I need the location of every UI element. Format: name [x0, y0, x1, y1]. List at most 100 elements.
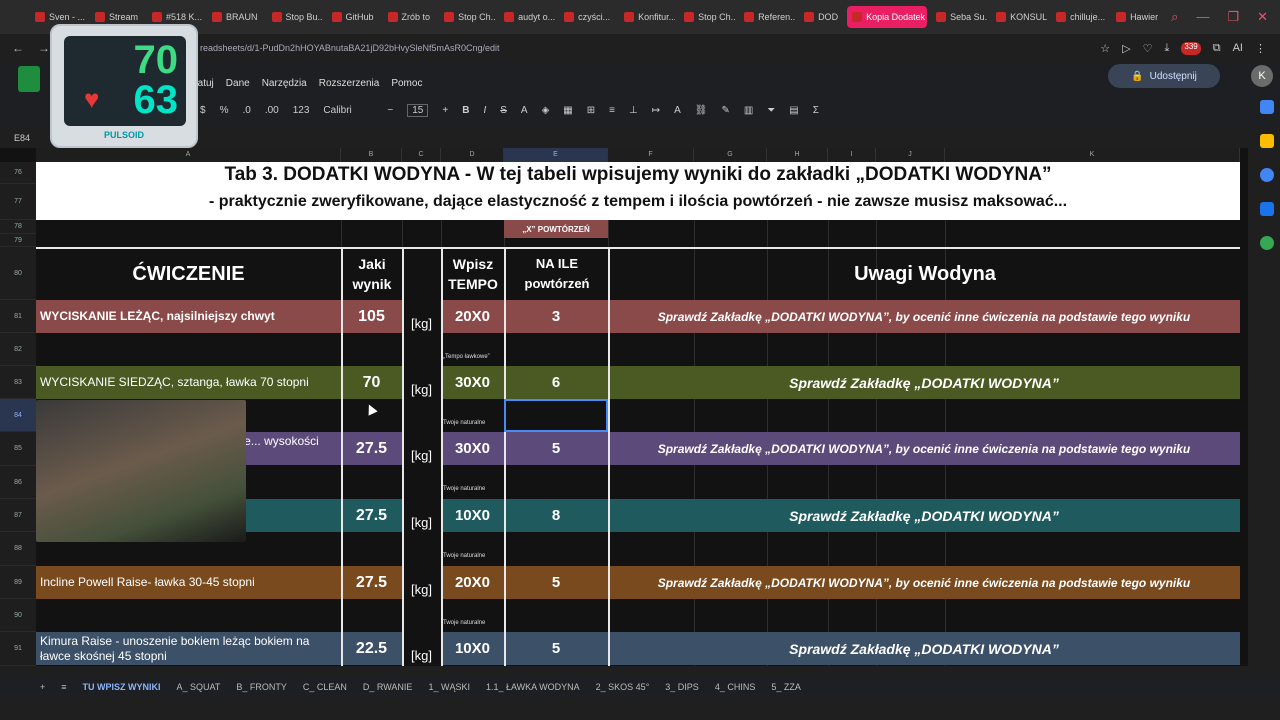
- column-header[interactable]: J: [876, 148, 945, 162]
- note-cell[interactable]: Sprawdź Zakładkę „DODATKI WODYNA”, by oc…: [608, 566, 1240, 599]
- bookmark-icon[interactable]: ☆: [1100, 42, 1111, 55]
- sheet-tab[interactable]: 5_ ZZA: [771, 682, 801, 692]
- unit-cell[interactable]: [kg]: [411, 582, 432, 597]
- column-header[interactable]: H: [767, 148, 828, 162]
- row-number[interactable]: 79: [0, 234, 36, 247]
- column-header[interactable]: C: [402, 148, 441, 162]
- note-cell[interactable]: Sprawdź Zakładkę „DODATKI WODYNA”, by oc…: [608, 432, 1240, 465]
- column-header[interactable]: A: [36, 148, 341, 162]
- chart-icon[interactable]: ▥: [743, 105, 754, 116]
- row-number[interactable]: 83: [0, 366, 36, 399]
- link-icon[interactable]: ⛓: [694, 105, 708, 116]
- tempo-cell[interactable]: 30X0: [441, 366, 504, 399]
- row-number[interactable]: 90: [0, 599, 36, 632]
- exercise-cell[interactable]: Kimura Raise - unoszenie bokiem leżąc bo…: [36, 632, 341, 665]
- all-sheets-icon[interactable]: ≡: [61, 682, 67, 692]
- browser-tab[interactable]: Hawier: [1111, 6, 1163, 28]
- menu-item[interactable]: Dane: [225, 78, 250, 89]
- rotate-icon[interactable]: A: [674, 105, 681, 116]
- borders-icon[interactable]: ▦: [563, 105, 573, 116]
- row-number[interactable]: 81: [0, 300, 36, 333]
- minimize-icon[interactable]: —: [1196, 9, 1210, 24]
- reps-cell[interactable]: 8: [504, 499, 608, 532]
- tempo-cell[interactable]: 20X0: [441, 566, 504, 599]
- font-size-decrease[interactable]: −: [387, 105, 394, 116]
- unit-cell[interactable]: [kg]: [411, 316, 432, 331]
- fill-color-icon[interactable]: ◈: [541, 105, 550, 116]
- column-header[interactable]: I: [828, 148, 876, 162]
- sheet-tab[interactable]: TU WPISZ WYNIKI: [82, 682, 161, 692]
- row-number[interactable]: 91: [0, 632, 36, 666]
- browser-tab[interactable]: Stream: [90, 6, 143, 28]
- sheet-tab[interactable]: C_ CLEAN: [302, 682, 347, 692]
- menu-item[interactable]: Narzędzia: [261, 78, 307, 89]
- italic-icon[interactable]: I: [483, 105, 487, 116]
- browser-tab[interactable]: Stop Bu...: [267, 6, 323, 28]
- add-sheet-icon[interactable]: +: [40, 682, 46, 692]
- exercise-cell[interactable]: WYCISKANIE LEŻĄC, najsilniejszy chwyt: [36, 300, 341, 333]
- browser-tab[interactable]: #518 K...: [147, 6, 203, 28]
- percent-icon[interactable]: %: [219, 105, 229, 116]
- search-icon[interactable]: ⌕: [1171, 9, 1179, 24]
- browser-tab[interactable]: czyści...: [559, 6, 615, 28]
- browser-tab[interactable]: Seba Su...: [931, 6, 987, 28]
- menu-item[interactable]: rmatuj: [186, 78, 214, 89]
- browser-tab[interactable]: Referen...: [739, 6, 795, 28]
- column-header[interactable]: F: [608, 148, 694, 162]
- selected-cell[interactable]: [504, 399, 608, 432]
- decimal-increase-icon[interactable]: .00: [264, 105, 279, 116]
- browser-tab[interactable]: chilluje...: [1051, 6, 1107, 28]
- result-cell[interactable]: 27.5: [341, 499, 402, 532]
- reps-cell[interactable]: 5: [504, 566, 608, 599]
- row-number[interactable]: 89: [0, 566, 36, 599]
- tempo-cell[interactable]: 20X0: [441, 300, 504, 333]
- exercise-cell[interactable]: Incline Powell Raise- ławka 30-45 stopni: [36, 566, 341, 599]
- column-header[interactable]: D: [441, 148, 504, 162]
- reps-cell[interactable]: 5: [504, 432, 608, 465]
- browser-tab[interactable]: KONSUL...: [991, 6, 1047, 28]
- functions-icon[interactable]: Σ: [812, 105, 819, 116]
- sheets-logo[interactable]: [18, 66, 40, 92]
- decimal-decrease-icon[interactable]: .0: [242, 105, 251, 116]
- heart-icon[interactable]: ♡: [1142, 42, 1153, 55]
- sheet-tab[interactable]: 3_ DIPS: [665, 682, 699, 692]
- sheet-tab[interactable]: A_ SQUAT: [176, 682, 221, 692]
- browser-tab[interactable]: Kopia Dodatek: [847, 6, 928, 28]
- forward-icon[interactable]: →: [38, 41, 50, 55]
- column-header[interactable]: K: [945, 148, 1240, 162]
- result-cell[interactable]: 70: [341, 366, 402, 399]
- browser-tab[interactable]: Stop Ch...: [679, 6, 735, 28]
- browser-tab[interactable]: Sven - ...: [30, 6, 86, 28]
- valign-icon[interactable]: ⊥: [628, 105, 638, 116]
- unit-cell[interactable]: [kg]: [411, 515, 432, 530]
- bold-icon[interactable]: B: [462, 105, 470, 116]
- font-size-increase[interactable]: +: [442, 105, 449, 116]
- sheet-tab[interactable]: B_ FRONTY: [236, 682, 287, 692]
- result-cell[interactable]: 27.5: [341, 432, 402, 465]
- row-number[interactable]: 80: [0, 247, 36, 300]
- row-number[interactable]: 77: [0, 184, 36, 220]
- font-size-field[interactable]: 15: [407, 104, 429, 117]
- column-header[interactable]: G: [694, 148, 767, 162]
- currency-icon[interactable]: $: [200, 105, 206, 116]
- filter-icon[interactable]: ⏷: [767, 105, 776, 116]
- tempo-cell[interactable]: 10X0: [441, 632, 504, 665]
- maximize-icon[interactable]: ❐: [1227, 9, 1240, 24]
- keep-icon[interactable]: [1260, 134, 1274, 148]
- download-icon[interactable]: ⤓: [1164, 41, 1170, 54]
- menu-icon[interactable]: ⋮: [1255, 42, 1266, 55]
- sheet-tab[interactable]: 2_ SKOS 45°: [595, 682, 650, 692]
- number-format-icon[interactable]: 123: [292, 105, 310, 116]
- sheet-tab[interactable]: D_ RWANIE: [362, 682, 413, 692]
- reps-cell[interactable]: 5: [504, 632, 608, 665]
- maps-icon[interactable]: [1260, 236, 1274, 250]
- reps-cell[interactable]: 6: [504, 366, 608, 399]
- avatar[interactable]: K: [1251, 65, 1273, 87]
- browser-tab[interactable]: Stop Ch...: [439, 6, 495, 28]
- strikethrough-icon[interactable]: S: [500, 105, 507, 116]
- unit-cell[interactable]: [kg]: [411, 448, 432, 463]
- unit-cell[interactable]: [kg]: [411, 648, 432, 663]
- browser-tab[interactable]: Konfitur...: [619, 6, 675, 28]
- extensions-icon[interactable]: ⧉: [1212, 41, 1221, 54]
- sheet-tab[interactable]: 1.1_ ŁAWKA WODYNA: [485, 682, 580, 692]
